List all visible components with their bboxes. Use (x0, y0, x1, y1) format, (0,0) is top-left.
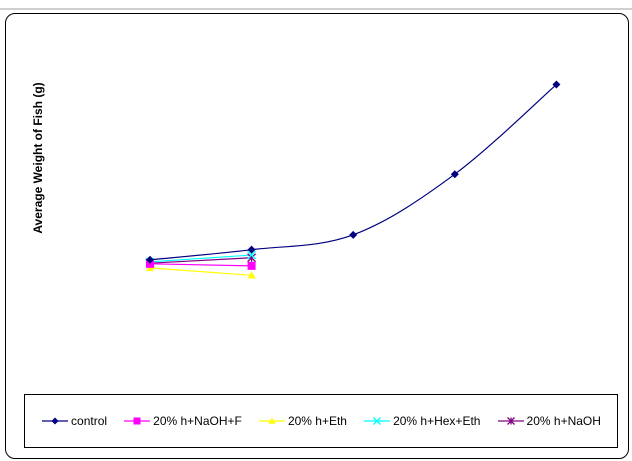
data-point-s0-2 (349, 230, 358, 239)
window-divider (0, 8, 632, 10)
legend-item-2: 20% h+Eth (258, 414, 347, 428)
legend: control 20% h+NaOH+F 20% h+Eth 20% h+Hex+Et… (24, 394, 618, 448)
legend-label-2: 20% h+Eth (287, 414, 347, 428)
legend-item-0: control (41, 414, 107, 428)
y-axis-label: Average Weight of Fish (g) (31, 82, 45, 234)
window-top-bar (0, 0, 632, 8)
data-point-s2-1 (247, 271, 256, 279)
data-point-s0-3 (450, 170, 459, 179)
legend-item-3: 20% h+Hex+Eth (363, 414, 480, 428)
chart-frame (5, 13, 629, 459)
data-point-s1-0 (146, 259, 154, 268)
data-point-s1-1 (247, 261, 256, 270)
legend-swatch-2 (258, 417, 285, 424)
data-point-s0-1 (247, 245, 256, 254)
legend-label-3: 20% h+Hex+Eth (393, 414, 481, 428)
series-line-4 (149, 257, 252, 264)
data-point-s0-0 (146, 255, 154, 264)
legend-item-4: 20% h+NaOH (497, 414, 601, 428)
legend-swatch-3 (364, 417, 391, 425)
data-point-s3-1 (247, 250, 257, 260)
legend-label-1: 20% h+NaOH+F (153, 414, 242, 428)
legend-label-4: 20% h+NaOH (526, 414, 601, 428)
legend-swatch-0 (42, 417, 69, 425)
series-line-1 (149, 263, 252, 267)
legend-swatch-1 (124, 417, 151, 425)
legend-swatch-4 (497, 417, 524, 425)
series-line-2 (149, 267, 252, 276)
legend-item-1: 20% h+NaOH+F (123, 414, 242, 428)
series-line-3 (149, 254, 252, 263)
data-point-s0-4 (552, 80, 561, 89)
legend-label-0: control (71, 414, 108, 428)
